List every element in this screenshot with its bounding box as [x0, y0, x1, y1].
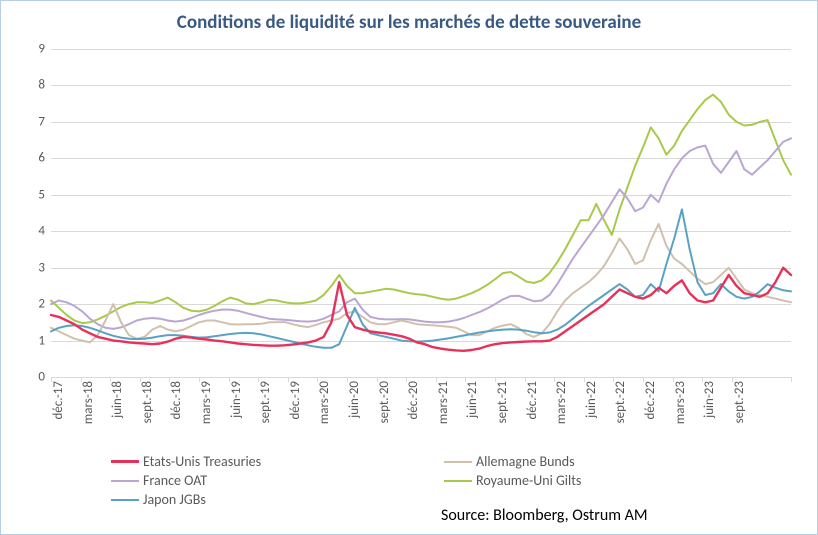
legend-item-de: Allemagne Bunds [444, 453, 777, 470]
x-tick-label: sept.-22 [613, 377, 628, 423]
x-tick-label: juin-22 [584, 377, 599, 418]
series-layer [51, 49, 791, 377]
y-tick-label: 7 [38, 114, 51, 129]
x-tick-label: juin-18 [110, 377, 125, 418]
x-tick-label: juin-23 [702, 377, 717, 418]
y-tick-label: 9 [38, 42, 51, 57]
legend-swatch [111, 499, 139, 501]
x-tick-label: sept.-23 [732, 377, 747, 423]
legend-item-us: Etats-Unis Treasuries [111, 453, 444, 470]
x-tick-label: déc.-19 [288, 377, 303, 420]
series-uk [51, 95, 791, 324]
x-tick-label: sept.-19 [258, 377, 273, 423]
legend-swatch [111, 460, 139, 462]
legend-label: Etats-Unis Treasuries [143, 453, 261, 470]
y-tick-label: 4 [38, 224, 51, 239]
legend-swatch [111, 480, 139, 482]
legend-swatch [444, 461, 472, 463]
x-tick-label: juin-21 [465, 377, 480, 418]
x-tick-label: mars-19 [199, 377, 214, 424]
x-tick-label: mars-18 [81, 377, 96, 424]
legend-label: Royaume-Uni Gilts [476, 472, 581, 489]
x-tick-label: mars-23 [673, 377, 688, 424]
plot-area: 0123456789déc.-17mars-18juin-18sept.-18d… [51, 49, 791, 377]
chart-title: Conditions de liquidité sur les marchés … [1, 11, 817, 34]
x-tick-label: juin-19 [229, 377, 244, 418]
y-tick-label: 3 [38, 260, 51, 275]
y-tick-label: 0 [38, 370, 51, 385]
x-tick-label: déc.-22 [643, 377, 658, 420]
x-tick-label: déc.-17 [51, 377, 66, 420]
y-tick-label: 2 [38, 297, 51, 312]
series-us [51, 268, 791, 351]
x-tick-label: déc.-18 [169, 377, 184, 420]
x-tick-label: déc.-20 [406, 377, 421, 420]
y-tick-label: 8 [38, 78, 51, 93]
legend: Etats-Unis Treasuries Allemagne Bunds Fran… [111, 453, 777, 510]
legend-label: Japon JGBs [143, 491, 206, 508]
x-tick [791, 377, 792, 382]
x-tick-label: mars-22 [554, 377, 569, 424]
legend-label: France OAT [143, 472, 207, 489]
x-tick-label: juin-20 [347, 377, 362, 418]
x-tick-label: sept.-20 [377, 377, 392, 423]
y-tick-label: 6 [38, 151, 51, 166]
x-tick-label: mars-21 [436, 377, 451, 424]
legend-item-uk: Royaume-Uni Gilts [444, 472, 777, 489]
x-tick-label: déc.-21 [525, 377, 540, 420]
legend-item-jp: Japon JGBs [111, 491, 444, 508]
x-tick-label: sept.-21 [495, 377, 510, 423]
legend-label: Allemagne Bunds [476, 453, 575, 470]
chart-container: Conditions de liquidité sur les marchés … [0, 0, 818, 535]
y-tick-label: 5 [38, 187, 51, 202]
x-tick-label: sept.-18 [140, 377, 155, 423]
x-tick-label: mars-20 [317, 377, 332, 424]
legend-item-fr: France OAT [111, 472, 444, 489]
legend-swatch [444, 480, 472, 482]
y-tick-label: 1 [38, 333, 51, 348]
source-text: Source: Bloomberg, Ostrum AM [441, 506, 648, 525]
